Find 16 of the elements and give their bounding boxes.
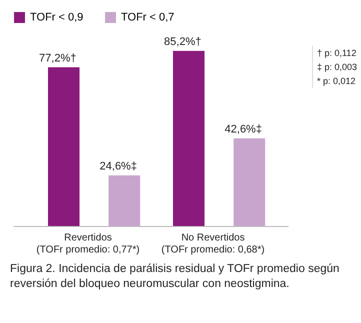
text: * p: 0,012 xyxy=(316,75,356,88)
bar xyxy=(173,50,205,226)
data-label: 85,2%† xyxy=(164,36,202,48)
x-tick-label: No Revertidos (TOFr promedio: 0,68*) xyxy=(161,232,265,256)
data-label: 77,2%† xyxy=(39,52,76,64)
text: † p: 0,112 xyxy=(316,47,357,60)
text: Figura 2. Incidencia de parálisis residual y TOFr promedio según reversión del bloqueo neuromuscular con neostigmina. xyxy=(10,262,340,292)
legend-label: TOFr < 0,9 xyxy=(30,12,84,24)
bar xyxy=(48,67,80,226)
data-label: 24,6%‡ xyxy=(100,160,137,172)
bar xyxy=(234,138,266,226)
text: ‡ p: 0,003 xyxy=(316,61,357,74)
legend-label: TOFr < 0,7 xyxy=(121,12,174,24)
x-tick-label: Revertidos (TOFr promedio: 0,77*) xyxy=(36,232,140,256)
bar xyxy=(108,175,140,226)
data-label: 42,6%‡ xyxy=(224,123,262,136)
